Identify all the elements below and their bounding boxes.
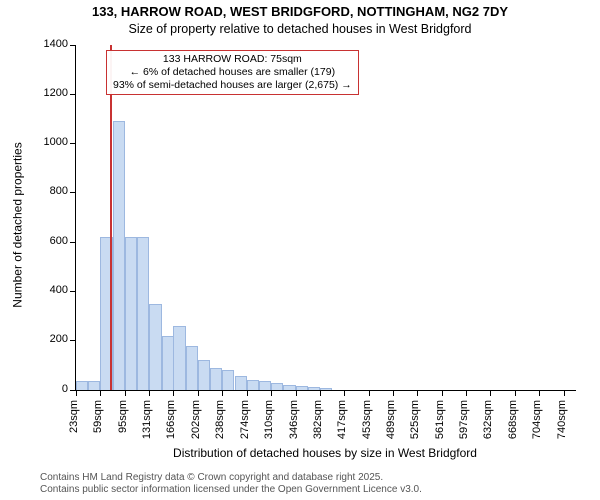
x-tick-label: 632sqm [482, 400, 494, 439]
footer-line: Contains public sector information licen… [40, 484, 600, 496]
x-tick-label: 561sqm [434, 400, 446, 439]
x-tick-label: 489sqm [385, 400, 397, 439]
x-tick-label: 453sqm [361, 400, 373, 439]
x-tick-label: 417sqm [336, 400, 348, 439]
property-marker-line [110, 45, 112, 390]
x-tick-label: 131sqm [141, 400, 153, 439]
x-tick-label: 740sqm [556, 400, 568, 439]
plot-area: 133 HARROW ROAD: 75sqm← 6% of detached h… [75, 45, 576, 391]
y-tick-label: 1400 [44, 38, 68, 50]
x-tick-label: 274sqm [239, 400, 251, 439]
histogram-bar [149, 304, 161, 390]
footer-line: Contains HM Land Registry data © Crown c… [40, 472, 600, 484]
x-axis-label: Distribution of detached houses by size … [75, 446, 575, 460]
histogram-bar [125, 237, 137, 390]
x-tick-label: 597sqm [458, 400, 470, 439]
footer-attribution: Contains HM Land Registry data © Crown c… [0, 472, 600, 496]
annotation-line: ← 6% of detached houses are smaller (179… [113, 66, 352, 79]
y-tick-label: 0 [62, 383, 68, 395]
y-tick-label: 1000 [44, 136, 68, 148]
chart-title: 133, HARROW ROAD, WEST BRIDGFORD, NOTTIN… [0, 4, 600, 20]
histogram-bar [137, 237, 149, 390]
y-tick-label: 1200 [44, 87, 68, 99]
histogram-bar [186, 346, 198, 390]
chart-root: 133, HARROW ROAD, WEST BRIDGFORD, NOTTIN… [0, 0, 600, 500]
x-tick-label: 525sqm [409, 400, 421, 439]
x-tick-label: 310sqm [263, 400, 275, 439]
x-tick-label: 668sqm [507, 400, 519, 439]
x-tick-label: 23sqm [68, 400, 80, 433]
histogram-bar [173, 326, 185, 390]
histogram-bar [198, 360, 210, 390]
y-axis-label: Number of detached properties [10, 52, 24, 397]
x-tick-label: 59sqm [92, 400, 104, 433]
annotation-line: 133 HARROW ROAD: 75sqm [113, 53, 352, 66]
y-tick-label: 200 [50, 333, 68, 345]
histogram-bar [210, 368, 222, 390]
histogram-bars [76, 45, 576, 390]
annotation-line: 93% of semi-detached houses are larger (… [113, 79, 352, 92]
x-tick-label: 346sqm [288, 400, 300, 439]
annotation-box: 133 HARROW ROAD: 75sqm← 6% of detached h… [106, 50, 359, 95]
x-tick-label: 704sqm [531, 400, 543, 439]
x-tick-label: 238sqm [214, 400, 226, 439]
y-tick-label: 800 [50, 185, 68, 197]
chart-subtitle: Size of property relative to detached ho… [0, 22, 600, 37]
x-tick-label: 95sqm [117, 400, 129, 433]
x-tick-label: 382sqm [312, 400, 324, 439]
x-tick-label: 202sqm [190, 400, 202, 439]
x-tick-label: 166sqm [165, 400, 177, 439]
y-tick-label: 400 [50, 284, 68, 296]
histogram-bar [222, 370, 234, 390]
y-tick-label: 600 [50, 235, 68, 247]
histogram-bar [113, 121, 125, 390]
histogram-bar [162, 336, 174, 390]
histogram-bar [235, 376, 247, 390]
